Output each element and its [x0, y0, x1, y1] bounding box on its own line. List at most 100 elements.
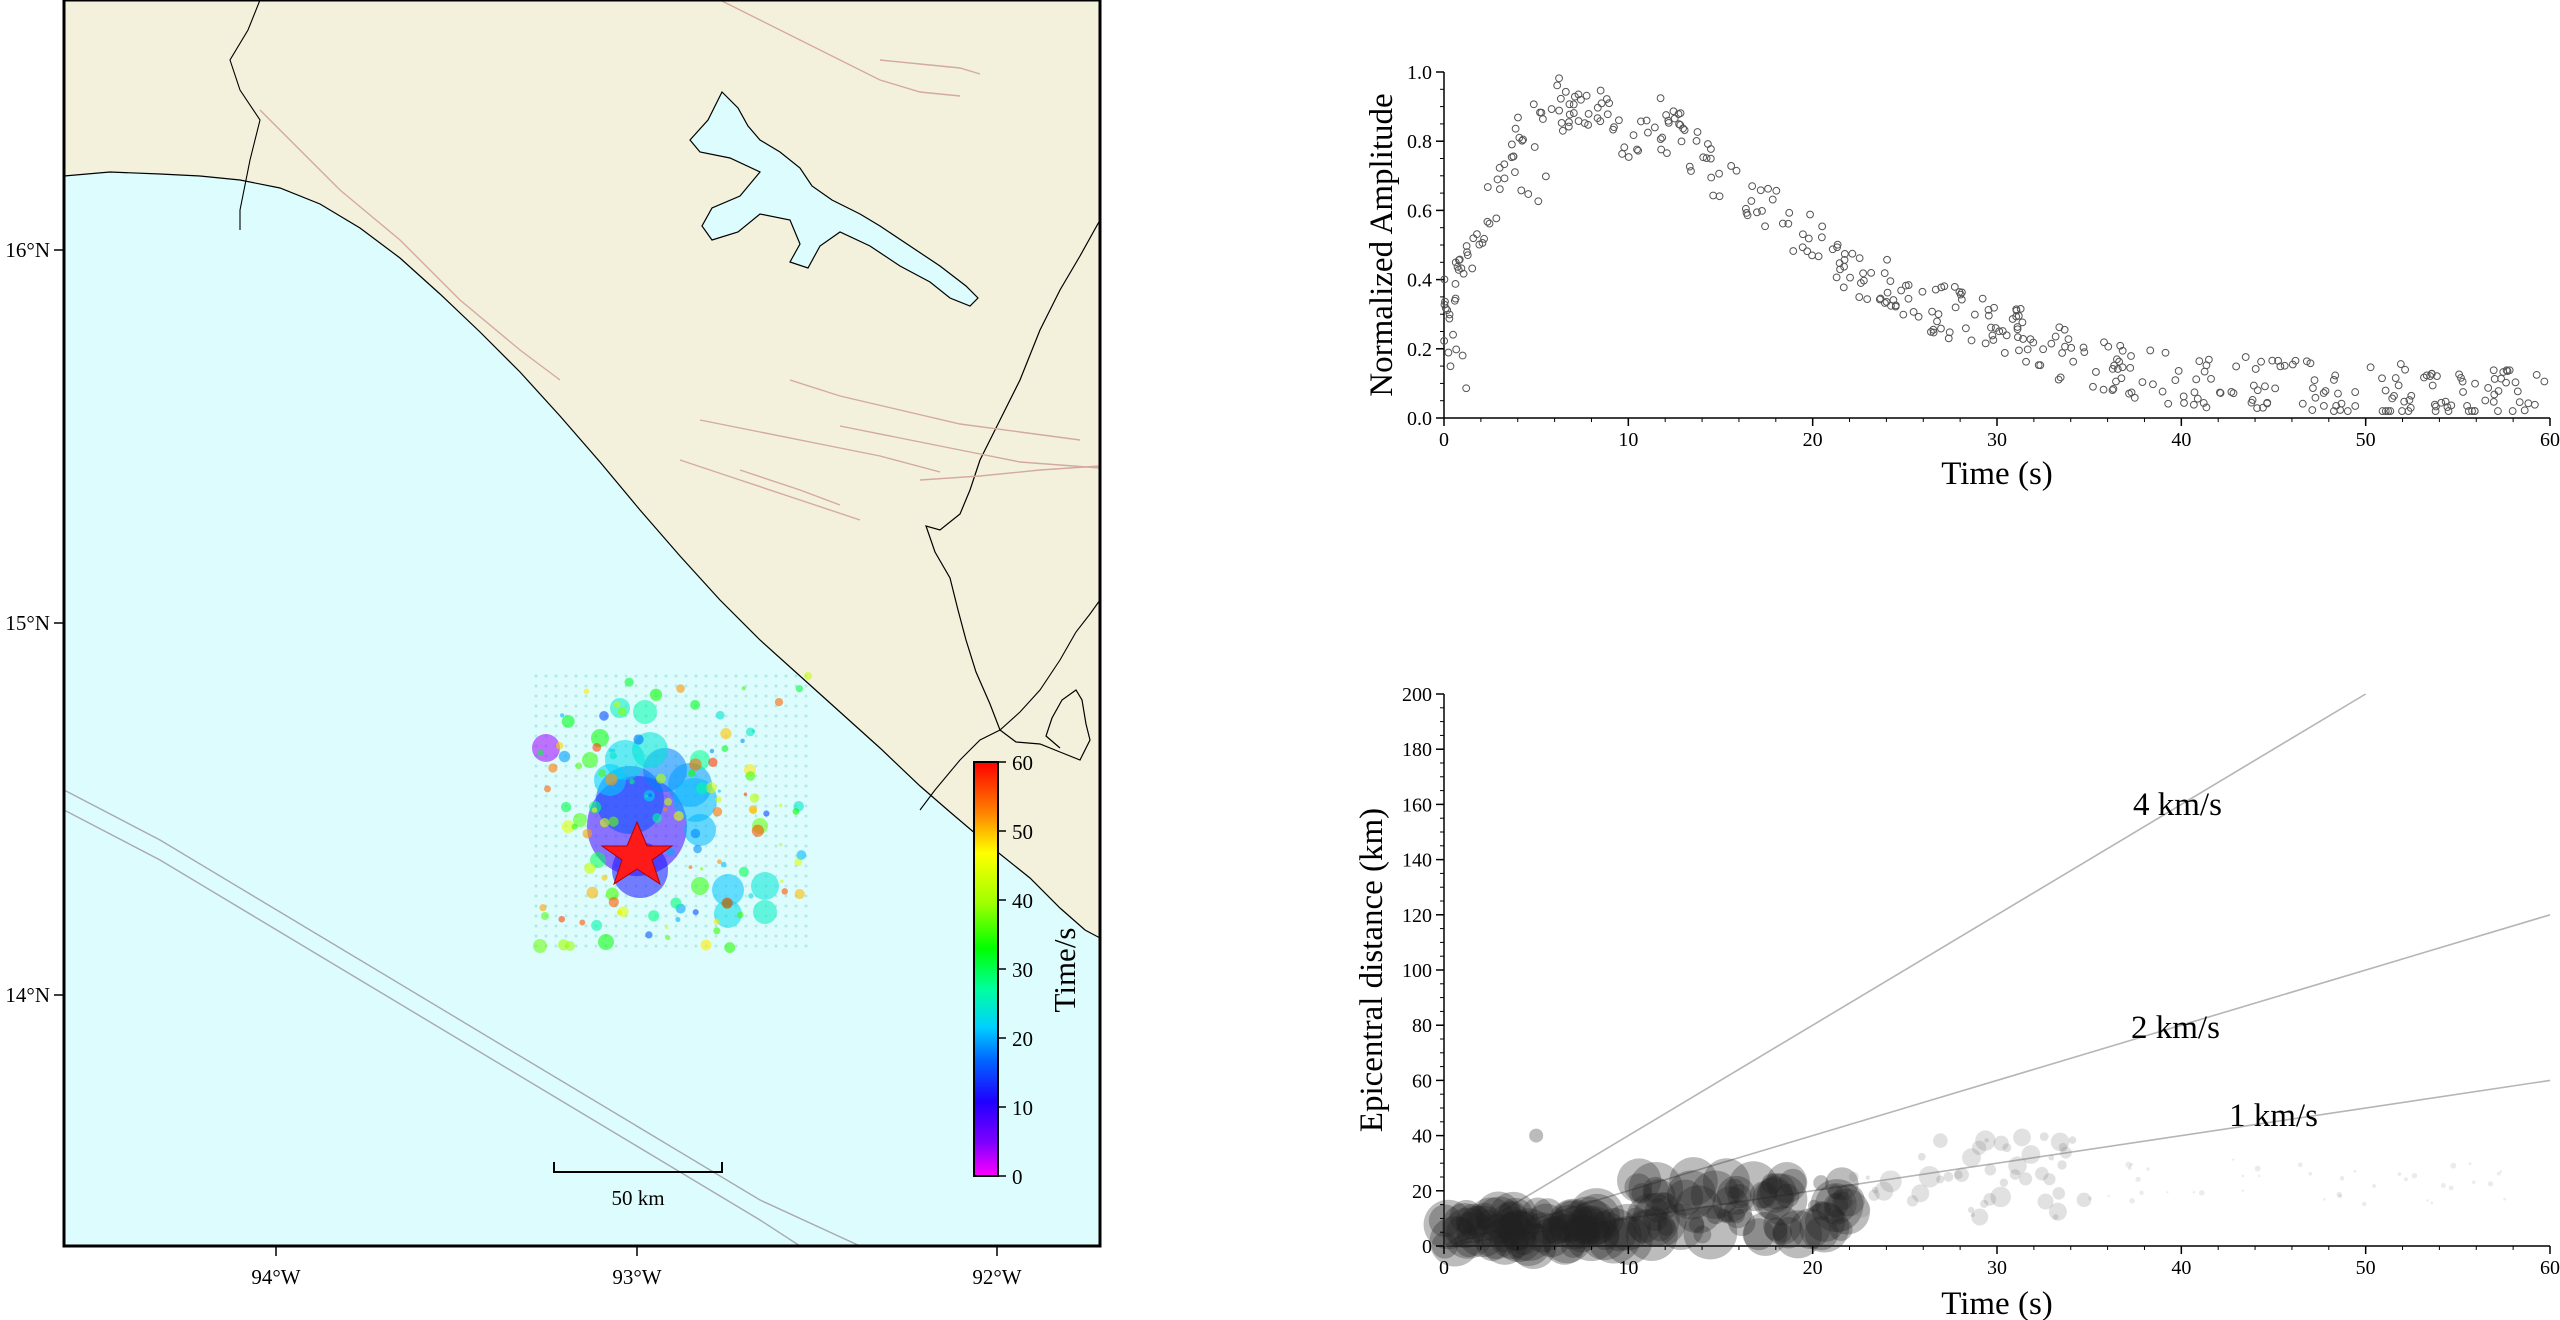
amplitude-point [1814, 252, 1823, 261]
source-point [590, 852, 606, 868]
amplitude-point [1450, 296, 1459, 305]
grid-point [744, 704, 748, 708]
source-point [617, 906, 629, 918]
distance-point [1933, 1133, 1948, 1148]
grid-point [594, 934, 598, 938]
amplitude-point [1703, 140, 1712, 148]
grid-point [774, 804, 778, 808]
grid-point [784, 784, 788, 788]
grid-point [544, 794, 548, 798]
grid-point [754, 814, 758, 818]
amplitude-point [1462, 384, 1471, 393]
distance-point [1549, 1204, 1588, 1244]
distance-point [1815, 1183, 1857, 1225]
grid-point [794, 744, 798, 748]
amplitude-point [2002, 331, 2011, 340]
amplitude-point [1547, 105, 1556, 113]
source-point [598, 769, 606, 778]
amplitude-point [2164, 399, 2173, 408]
colorbar-tick-label: 60 [1012, 751, 1033, 775]
amplitude-point [1880, 269, 1889, 278]
amplitude-point [2161, 348, 2170, 357]
grid-point [744, 714, 748, 718]
grid-point [804, 884, 808, 888]
amplitude-point [2351, 402, 2360, 410]
grid-point [744, 784, 748, 788]
amplitude-point [1524, 190, 1533, 198]
grid-point [574, 894, 578, 898]
amplitude-point [2386, 407, 2395, 415]
grid-point [744, 844, 748, 848]
distance-point [1642, 1176, 1669, 1203]
distance-point [1832, 1183, 1865, 1217]
grid-point [784, 804, 788, 808]
grid-point [574, 684, 578, 688]
grid-point [564, 774, 568, 778]
amplitude-point [2112, 377, 2120, 386]
amplitude-point [2055, 323, 2064, 332]
grid-point [684, 924, 688, 928]
grid-point [574, 884, 578, 888]
distance-point [2009, 1169, 2021, 1180]
grid-point [694, 944, 698, 948]
distance-point [1625, 1192, 1680, 1247]
grid-point [594, 874, 598, 878]
distance-point [2448, 1185, 2454, 1191]
distance-point [1804, 1216, 1839, 1251]
colorbar-tick-label: 40 [1012, 889, 1033, 913]
velocity-label-1: 1 km/s [2229, 1098, 2318, 1134]
grid-point [784, 874, 788, 878]
y-tick-label: 0.6 [1407, 200, 1432, 222]
grid-point [754, 944, 758, 948]
amplitude-point [1529, 100, 1538, 109]
amplitude-point [1891, 302, 1900, 311]
amplitude-points [1440, 74, 2549, 415]
distance-point [1624, 1173, 1653, 1202]
grid-point [574, 694, 578, 698]
distance-point [1627, 1209, 1662, 1243]
distance-point [2353, 1169, 2357, 1173]
grid-point [654, 684, 658, 688]
grid-point [594, 714, 598, 718]
amplitude-point [1469, 234, 1478, 243]
amplitude-point [2000, 349, 2009, 357]
grid-point [664, 704, 668, 708]
distance-point [1423, 1199, 1474, 1250]
grid-point [674, 894, 678, 898]
amplitude-point [1761, 222, 1769, 231]
amplitude-point [2366, 363, 2375, 372]
distance-point [1511, 1210, 1542, 1241]
grid-point [594, 704, 598, 708]
amplitude-point [2127, 388, 2136, 397]
source-point [662, 807, 668, 812]
source-point [599, 711, 609, 721]
amplitude-point [1901, 281, 1910, 290]
grid-point [654, 894, 658, 898]
distance-point [1772, 1216, 1805, 1249]
grid-point [704, 854, 708, 858]
distance-point [1953, 1170, 1963, 1180]
distance-point [2057, 1160, 2067, 1170]
grid-point [614, 934, 618, 938]
distance-point [1683, 1205, 1738, 1260]
grid-point [704, 694, 708, 698]
amplitude-point [1511, 168, 1519, 177]
distance-point [2052, 1214, 2059, 1220]
amplitude-point [2490, 375, 2499, 383]
grid-point [684, 714, 688, 718]
grid-point [764, 704, 768, 708]
distance-point [1706, 1205, 1726, 1225]
distance-point [1759, 1172, 1797, 1210]
grid-point [694, 694, 698, 698]
distance-point [1431, 1232, 1459, 1259]
grid-point [584, 944, 588, 948]
amplitude-point [1945, 328, 1954, 337]
y-tick-label: 160 [1402, 794, 1432, 816]
grid-point [554, 934, 558, 938]
amplitude-point [2464, 407, 2473, 415]
grid-point [784, 854, 788, 858]
amplitude-point [1927, 327, 1935, 336]
amplitude-point [1875, 295, 1884, 304]
grid-point [724, 934, 728, 938]
